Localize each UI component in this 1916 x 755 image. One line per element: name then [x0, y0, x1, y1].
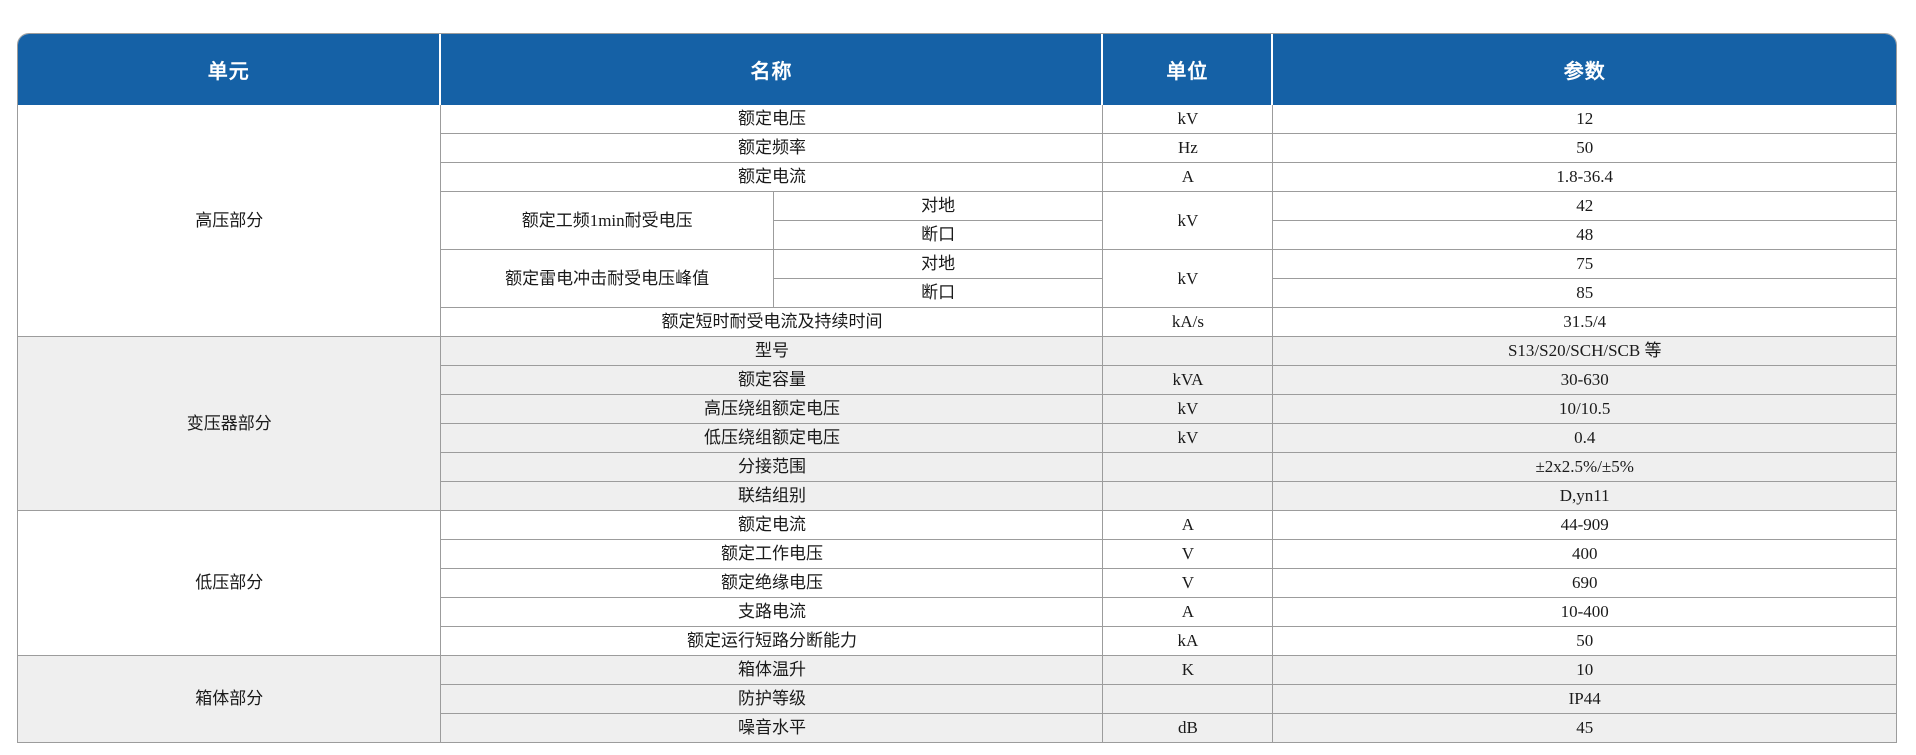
cell-value: 10-400 [1273, 598, 1896, 627]
cell-value: 50 [1273, 627, 1896, 656]
header-cell-name: 名称 [441, 34, 1104, 105]
cell-value: 10 [1273, 656, 1896, 685]
spec-table: 单元 名称 单位 参数 高压部分 额定电压 kV 12 额定频率 Hz 50 额… [17, 33, 1897, 743]
cell-name: 额定短时耐受电流及持续时间 [441, 308, 1104, 337]
cell-unit: V [1103, 569, 1274, 598]
table-row: 断口 48 [18, 221, 1896, 250]
cell-section-low-voltage: 低压部分 [18, 511, 442, 656]
table-row: 低压绕组额定电压 kV 0.4 [18, 424, 1896, 453]
cell-section-enclosure: 箱体部分 [18, 656, 442, 742]
table-row: 支路电流 A 10-400 [18, 598, 1896, 627]
table-row: 额定电流 A 1.8-36.4 [18, 163, 1896, 192]
cell-name: 额定雷电冲击耐受电压峰值 [441, 250, 774, 308]
cell-value: 31.5/4 [1273, 308, 1896, 337]
cell-unit: kV [1103, 192, 1274, 250]
table-row: 断口 85 [18, 279, 1896, 308]
spec-table-grid: 单元 名称 单位 参数 高压部分 额定电压 kV 12 额定频率 Hz 50 额… [18, 34, 1896, 742]
cell-value: ±2x2.5%/±5% [1273, 453, 1896, 482]
cell-name: 防护等级 [441, 685, 1104, 714]
table-row: 额定绝缘电压 V 690 [18, 569, 1896, 598]
cell-value: 48 [1273, 221, 1896, 250]
cell-value: 44-909 [1273, 511, 1896, 540]
table-row: 噪音水平 dB 45 [18, 714, 1896, 742]
cell-name: 噪音水平 [441, 714, 1104, 742]
table-row: 额定雷电冲击耐受电压峰值 对地 kV 75 [18, 250, 1896, 308]
cell-value: 0.4 [1273, 424, 1896, 453]
table-row: 低压部分 额定电流 A 44-909 [18, 511, 1896, 656]
cell-unit: dB [1103, 714, 1274, 742]
cell-sub-name: 对地 [773, 192, 1104, 221]
cell-unit: Hz [1103, 134, 1274, 163]
cell-name: 箱体温升 [441, 656, 1104, 685]
cell-unit [1103, 482, 1274, 511]
cell-unit: A [1103, 163, 1274, 192]
cell-name: 高压绕组额定电压 [441, 395, 1104, 424]
cell-value: 400 [1273, 540, 1896, 569]
cell-unit [1103, 337, 1274, 366]
cell-value: 45 [1273, 714, 1896, 742]
header-cell-unit: 单位 [1103, 34, 1274, 105]
table-row: 额定频率 Hz 50 [18, 134, 1896, 163]
cell-unit: kA/s [1103, 308, 1274, 337]
cell-sub-name: 断口 [773, 279, 1104, 308]
table-row: 箱体部分 箱体温升 K 10 [18, 656, 1896, 742]
table-row: 变压器部分 型号 S13/S20/SCH/SCB 等 [18, 337, 1896, 511]
cell-value: 50 [1273, 134, 1896, 163]
cell-value: 75 [1273, 250, 1896, 279]
cell-value: 690 [1273, 569, 1896, 598]
table-row: 额定工频1min耐受电压 对地 kV 42 [18, 192, 1896, 250]
header-cell-unit-group: 单元 [18, 34, 442, 105]
cell-value: 85 [1273, 279, 1896, 308]
cell-name: 额定电压 [441, 105, 1104, 134]
cell-unit [1103, 685, 1274, 714]
cell-name: 支路电流 [441, 598, 1104, 627]
cell-unit [1103, 453, 1274, 482]
cell-value: 30-630 [1273, 366, 1896, 395]
table-row: 额定短时耐受电流及持续时间 kA/s 31.5/4 [18, 308, 1896, 337]
cell-unit: V [1103, 540, 1274, 569]
cell-sub-name: 断口 [773, 221, 1104, 250]
cell-unit: K [1103, 656, 1274, 685]
cell-name: 型号 [441, 337, 1104, 366]
cell-name: 额定电流 [441, 163, 1104, 192]
cell-unit: A [1103, 598, 1274, 627]
cell-unit: A [1103, 511, 1274, 540]
cell-value: S13/S20/SCH/SCB 等 [1273, 337, 1896, 366]
header-row: 单元 名称 单位 参数 [18, 34, 1896, 105]
cell-unit: kVA [1103, 366, 1274, 395]
table-row: 高压绕组额定电压 kV 10/10.5 [18, 395, 1896, 424]
cell-unit: kV [1103, 395, 1274, 424]
table-row: 联结组别 D,yn11 [18, 482, 1896, 511]
table-row: 额定工作电压 V 400 [18, 540, 1896, 569]
table-row: 分接范围 ±2x2.5%/±5% [18, 453, 1896, 482]
table-row: 额定容量 kVA 30-630 [18, 366, 1896, 395]
cell-name: 分接范围 [441, 453, 1104, 482]
cell-sub-name: 对地 [773, 250, 1104, 279]
cell-unit: kV [1103, 105, 1274, 134]
cell-unit: kV [1103, 424, 1274, 453]
cell-name: 低压绕组额定电压 [441, 424, 1104, 453]
cell-name: 额定容量 [441, 366, 1104, 395]
cell-name: 额定工频1min耐受电压 [441, 192, 774, 250]
cell-name: 联结组别 [441, 482, 1104, 511]
cell-value: 10/10.5 [1273, 395, 1896, 424]
cell-section-high-voltage: 高压部分 [18, 105, 442, 337]
cell-name: 额定运行短路分断能力 [441, 627, 1104, 656]
header-cell-param: 参数 [1273, 34, 1896, 105]
cell-value: D,yn11 [1273, 482, 1896, 511]
cell-name: 额定绝缘电压 [441, 569, 1104, 598]
cell-unit: kV [1103, 250, 1274, 308]
table-row: 防护等级 IP44 [18, 685, 1896, 714]
table-row: 额定运行短路分断能力 kA 50 [18, 627, 1896, 656]
cell-section-transformer: 变压器部分 [18, 337, 442, 511]
cell-value: IP44 [1273, 685, 1896, 714]
cell-unit: kA [1103, 627, 1274, 656]
cell-value: 42 [1273, 192, 1896, 221]
cell-value: 1.8-36.4 [1273, 163, 1896, 192]
cell-value: 12 [1273, 105, 1896, 134]
table-row: 高压部分 额定电压 kV 12 [18, 105, 1896, 337]
cell-name: 额定工作电压 [441, 540, 1104, 569]
cell-name: 额定频率 [441, 134, 1104, 163]
cell-name: 额定电流 [441, 511, 1104, 540]
